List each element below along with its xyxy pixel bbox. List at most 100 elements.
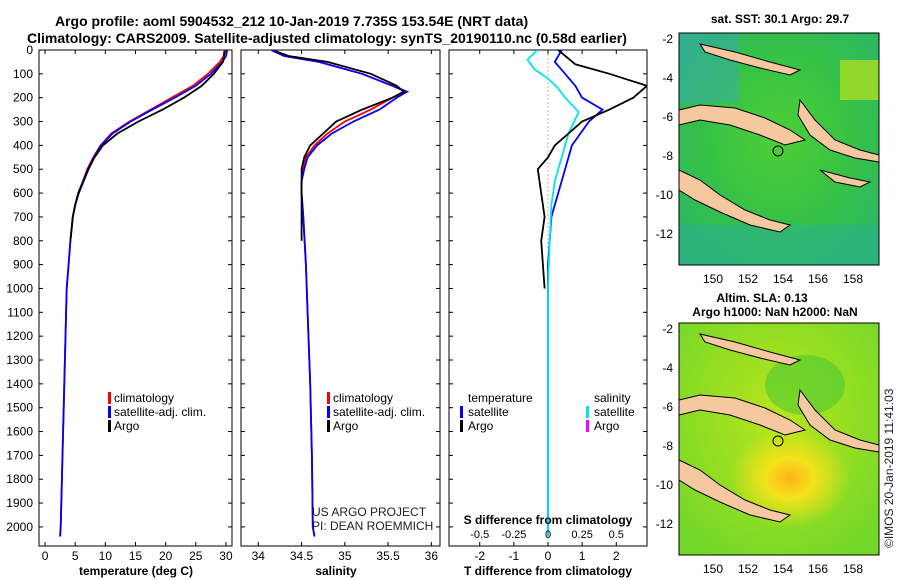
x-tick-label: 15 [129, 549, 143, 563]
sst-xtick-154: 154 [773, 272, 793, 286]
legend-swatch-t-argo [460, 420, 463, 432]
depth-tick-label: 1400 [6, 377, 33, 391]
difference-temperature-legend: temperature satellite Argo [460, 391, 533, 433]
s-diff-tick-label: -0.25 [501, 529, 526, 541]
depth-tick-label: 1300 [6, 353, 33, 367]
legend-swatch-s-argo [586, 420, 589, 432]
legend-swatch-climatology [108, 392, 111, 404]
sst-map-title: sat. SST: 30.1 Argo: 29.7 [711, 12, 850, 26]
sla-xtick-150: 150 [703, 562, 723, 576]
legend-label-t-satellite: satellite [468, 405, 509, 419]
depth-tick-label: 500 [13, 162, 33, 176]
difference-series [526, 50, 647, 546]
legend-label-climatology: climatology [114, 391, 174, 405]
sst-ytick-2: -2 [662, 32, 673, 46]
depth-tick-label: 600 [13, 186, 33, 200]
depth-tick-label: 900 [13, 258, 33, 272]
sla-low-anomaly [765, 355, 845, 415]
new-ireland-land [698, 43, 802, 76]
x-tick-label: 35 [338, 549, 352, 563]
depth-tick-label: 800 [13, 234, 33, 248]
argo-float-position-marker [772, 435, 784, 447]
legend-swatch-argo [327, 420, 330, 432]
series-line-climatology [270, 50, 408, 537]
legend-swatch-satellite [327, 406, 330, 418]
temperature-legend: climatology satellite-adj. clim. Argo [108, 391, 206, 433]
series-line-argo [275, 50, 406, 241]
difference-x-axis: -2 -1 0 1 2 -0.5 -0.25 0 0.25 0.5 [470, 50, 624, 563]
s-diff-tick-label: 0 [545, 529, 551, 541]
salinity-legend: climatology satellite-adj. clim. Argo [327, 391, 425, 433]
sla-ytick-6: -6 [662, 400, 673, 414]
new-britain-land [678, 394, 807, 436]
legend-swatch-s-satellite [586, 406, 589, 418]
sla-map-axes: 150 152 154 156 158 -2 -4 -6 -8 -10 -12 [656, 322, 864, 576]
title-line-2: Climatology: CARS2009. Satellite-adjuste… [27, 30, 627, 46]
sst-xtick-150: 150 [703, 272, 723, 286]
title-line-1: Argo profile: aoml 5904532_212 10-Jan-20… [55, 13, 528, 29]
sla-ytick-8: -8 [662, 439, 673, 453]
sst-xtick-152: 152 [738, 272, 758, 286]
sst-ytick-12: -12 [656, 227, 674, 241]
series-line-satellite-adj-clim- [59, 50, 229, 537]
x-tick-label: 35.5 [376, 549, 400, 563]
salinity-series [270, 50, 410, 537]
legend-title-salinity: salinity [594, 391, 631, 405]
sla-xtick-158: 158 [843, 562, 863, 576]
s-diff-tick-label: 0.5 [609, 529, 624, 541]
legend-label-satellite: satellite-adj. clim. [114, 405, 206, 419]
sst-ytick-8: -8 [662, 149, 673, 163]
sla-xtick-156: 156 [808, 562, 828, 576]
x-tick-label: -2 [474, 549, 485, 563]
sla-ytick-2: -2 [662, 322, 673, 336]
new-ireland-land [698, 333, 802, 366]
depth-tick-label: 0 [26, 43, 33, 57]
sla-ytick-4: -4 [662, 361, 673, 375]
pi-credit: PI: DEAN ROEMMICH [312, 519, 433, 533]
depth-tick-label: 1200 [6, 329, 33, 343]
legend-label-satellite: satellite-adj. clim. [333, 405, 425, 419]
new-guinea-land [678, 459, 792, 523]
salinity-plot-frame [240, 49, 441, 547]
sst-map-axes: 150 152 154 156 158 -2 -4 -6 -8 -10 -12 [656, 32, 864, 286]
legend-swatch-argo [108, 420, 111, 432]
project-credit: US ARGO PROJECT [312, 505, 427, 519]
temperature-plot-frame [38, 49, 233, 547]
sla-map [678, 322, 880, 556]
x-tick-label: 25 [189, 549, 203, 563]
legend-swatch-t-satellite [460, 406, 463, 418]
salinity-x-axis: 34 34.5 35 35.5 36 [252, 50, 438, 563]
legend-label-s-satellite: satellite [594, 405, 635, 419]
argo-float-position-marker [772, 145, 784, 157]
depth-tick-label: 1800 [6, 472, 33, 486]
depth-tick-label: 300 [13, 115, 33, 129]
legend-label-climatology: climatology [333, 391, 393, 405]
depth-axis: 0 100 200 300 400 500 600 700 800 900 1000 1100 1200… [6, 43, 647, 534]
x-tick-label: -1 [509, 549, 520, 563]
x-tick-label: 30 [219, 549, 233, 563]
solomon-island-land [819, 169, 872, 188]
legend-title-temperature: temperature [468, 391, 533, 405]
series-line-climatology [59, 50, 226, 537]
x-tick-label: 20 [159, 549, 173, 563]
depth-tick-label: 100 [13, 67, 33, 81]
new-britain-land [678, 104, 807, 146]
sst-ytick-10: -10 [656, 188, 674, 202]
depth-tick-label: 1600 [6, 425, 33, 439]
depth-tick-label: 2000 [6, 520, 33, 534]
s-difference-axis-label: S difference from climatology [464, 513, 633, 527]
sst-field-warm [840, 60, 879, 100]
sla-ytick-12: -12 [656, 517, 674, 531]
legend-swatch-climatology [327, 392, 330, 404]
sst-map [678, 32, 880, 266]
difference-salinity-legend: salinity satellite Argo [586, 391, 635, 433]
temperature-x-axis: 0 5 10 15 20 25 30 [42, 50, 233, 563]
depth-tick-label: 1700 [6, 448, 33, 462]
sla-map-title-2: Argo h1000: NaN h2000: NaN [692, 305, 857, 319]
depth-tick-label: 700 [13, 210, 33, 224]
legend-label-t-argo: Argo [468, 419, 494, 433]
sla-xtick-154: 154 [773, 562, 793, 576]
x-tick-label: 2 [613, 549, 620, 563]
x-tick-label: 5 [72, 549, 79, 563]
sla-map-title-1: Altim. SLA: 0.13 [716, 291, 808, 305]
